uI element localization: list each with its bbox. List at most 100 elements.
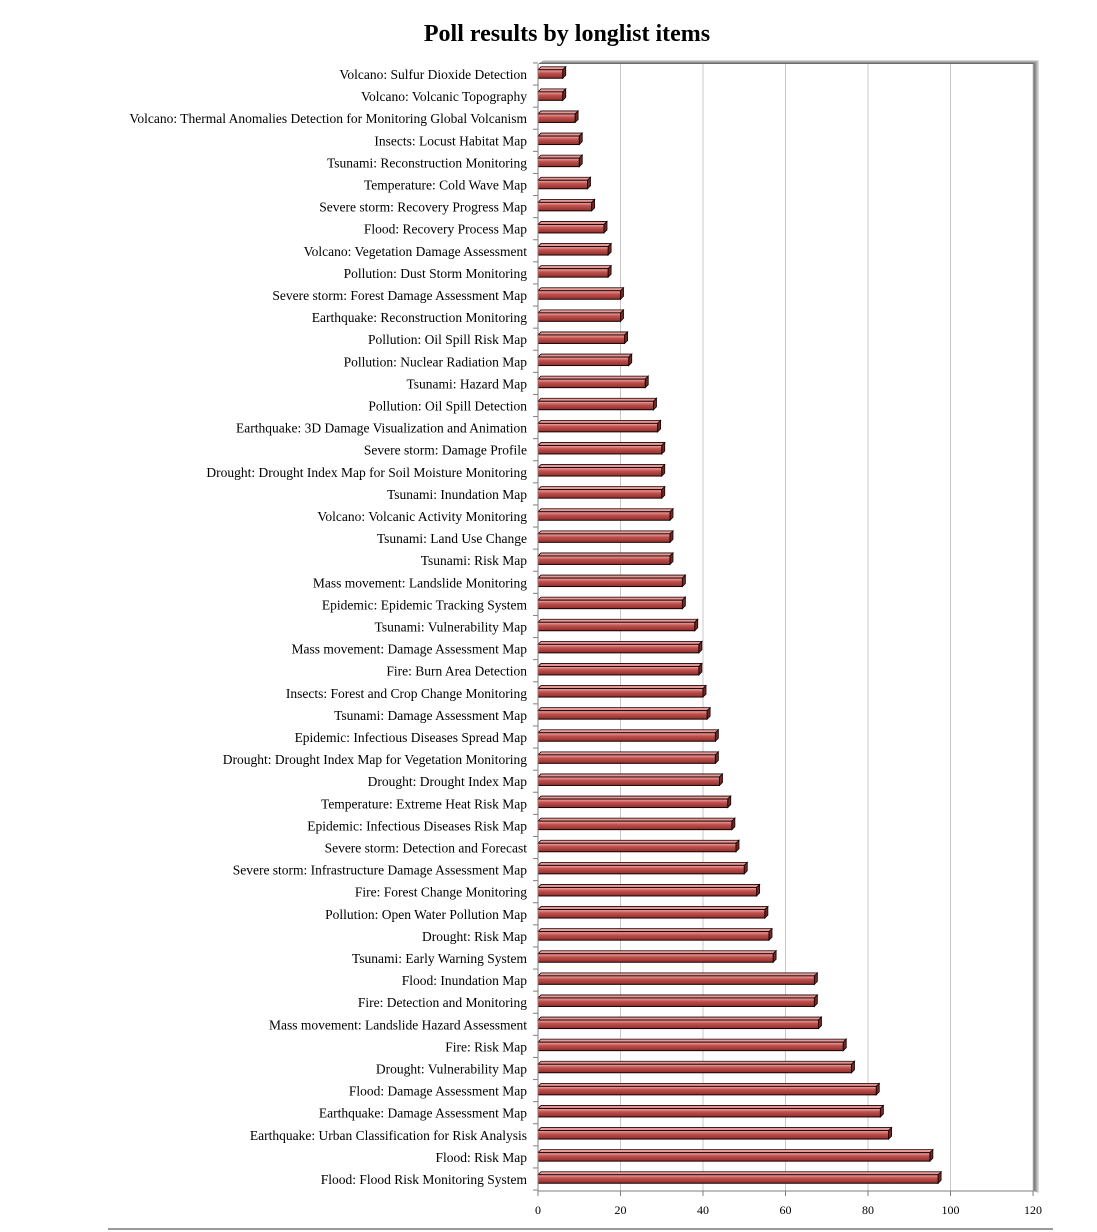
- bar-front-face: [537, 621, 696, 632]
- category-label: Epidemic: Infectious Diseases Spread Map: [295, 730, 528, 745]
- bar-front-face: [537, 710, 708, 720]
- bar-front-face: [537, 91, 564, 101]
- bar: [537, 220, 608, 234]
- bar-front-face: [537, 909, 766, 919]
- category-label: Earthquake: Damage Assessment Map: [319, 1106, 527, 1121]
- category-label: Volcano: Vegetation Damage Assessment: [304, 244, 528, 259]
- category-label: Earthquake: Reconstruction Monitoring: [312, 310, 527, 325]
- bar-front-face: [537, 1152, 931, 1162]
- category-label: Insects: Locust Habitat Map: [374, 133, 527, 148]
- bar: [537, 154, 584, 168]
- bar: [537, 441, 666, 455]
- bar: [537, 132, 584, 146]
- bar: [537, 706, 712, 721]
- bar: [537, 750, 720, 765]
- bar: [537, 65, 567, 80]
- bar-front-face: [537, 157, 580, 168]
- bar-front-face: [537, 599, 683, 610]
- bar: [537, 375, 650, 389]
- bar: [537, 176, 592, 190]
- category-label: Drought: Drought Index Map for Soil Mois…: [206, 465, 527, 480]
- bar: [537, 927, 773, 942]
- bar-front-face: [537, 1063, 852, 1074]
- x-tick-label: 60: [780, 1203, 792, 1217]
- bar-front-face: [537, 113, 576, 123]
- bar-front-face: [537, 997, 815, 1007]
- bar-front-face: [537, 223, 605, 234]
- category-label: Fire: Forest Change Monitoring: [355, 885, 527, 900]
- category-labels: Volcano: Sulfur Dioxide Detection Volcano…: [129, 67, 527, 1187]
- x-tick-label: 20: [615, 1203, 627, 1217]
- bar-front-face: [537, 400, 654, 411]
- bar-front-face: [537, 489, 663, 499]
- category-label: Mass movement: Damage Assessment Map: [292, 642, 528, 657]
- bar-front-face: [537, 798, 729, 809]
- category-label: Tsunami: Vulnerability Map: [375, 620, 528, 635]
- bar: [537, 463, 666, 478]
- bars: [537, 65, 943, 1185]
- bar-front-face: [537, 1174, 939, 1184]
- category-label: Flood: Flood Risk Monitoring System: [321, 1172, 528, 1187]
- plot-frame: [108, 60, 1053, 1230]
- category-label: Mass movement: Landslide Hazard Assessme…: [269, 1017, 527, 1032]
- bar: [537, 1038, 848, 1052]
- category-label: Earthquake: 3D Damage Visualization and …: [236, 421, 527, 436]
- bar: [537, 640, 703, 654]
- category-label: Severe storm: Forest Damage Assessment M…: [272, 288, 527, 303]
- axes: [533, 62, 1034, 1196]
- bar: [537, 684, 707, 699]
- category-label: Tsunami: Early Warning System: [352, 951, 528, 966]
- bar-front-face: [537, 290, 621, 300]
- category-label: Epidemic: Epidemic Tracking System: [322, 597, 528, 612]
- bar: [537, 330, 629, 345]
- bar-front-face: [537, 754, 716, 764]
- bar-front-face: [537, 1130, 890, 1140]
- bar-front-face: [537, 931, 770, 941]
- category-label: Drought: Drought Index Map for Vegetatio…: [223, 752, 527, 767]
- bar-front-face: [537, 467, 663, 477]
- bar: [537, 1104, 885, 1118]
- bar: [537, 1060, 856, 1074]
- x-tick-label: 100: [942, 1203, 960, 1217]
- bar: [537, 795, 732, 809]
- frame-right-edge: [1033, 60, 1039, 1193]
- category-label: Pollution: Oil Spill Detection: [368, 399, 527, 414]
- bar: [537, 1170, 943, 1185]
- bar-front-face: [537, 444, 663, 455]
- bar: [537, 728, 720, 743]
- bar: [537, 242, 613, 257]
- bar-front-face: [537, 422, 659, 433]
- category-label: Tsunami: Inundation Map: [387, 487, 527, 502]
- bar: [537, 87, 567, 102]
- bar: [537, 883, 761, 897]
- category-label: Temperature: Cold Wave Map: [364, 178, 527, 193]
- bar: [537, 772, 724, 787]
- x-tick-label: 40: [697, 1203, 709, 1217]
- bar-front-face: [537, 1041, 844, 1052]
- bar-front-face: [537, 533, 671, 543]
- bar: [537, 596, 687, 610]
- bar-front-face: [537, 820, 733, 831]
- category-label: Drought: Drought Index Map: [368, 774, 528, 789]
- bar: [537, 419, 662, 433]
- bar-front-face: [537, 356, 630, 367]
- bar: [537, 839, 740, 853]
- x-tick-labels: 0 20 40 60 80 100 120: [535, 1203, 1042, 1217]
- category-label: Severe storm: Recovery Progress Map: [319, 200, 527, 215]
- category-label: Drought: Vulnerability Map: [376, 1062, 527, 1077]
- category-label: Flood: Inundation Map: [402, 973, 527, 988]
- bar-front-face: [537, 842, 737, 853]
- bar-front-face: [537, 886, 758, 897]
- category-label: Severe storm: Infrastructure Damage Asse…: [233, 863, 528, 878]
- bar-front-face: [537, 246, 609, 256]
- category-label: Pollution: Nuclear Radiation Map: [344, 354, 528, 369]
- bar: [537, 485, 666, 500]
- bar-front-face: [537, 776, 720, 786]
- x-tick-label: 120: [1024, 1203, 1042, 1217]
- bar: [537, 905, 769, 920]
- bar-front-face: [537, 665, 700, 676]
- category-label: Drought: Risk Map: [422, 929, 527, 944]
- bar-front-face: [537, 179, 588, 190]
- bar-front-face: [537, 1107, 881, 1118]
